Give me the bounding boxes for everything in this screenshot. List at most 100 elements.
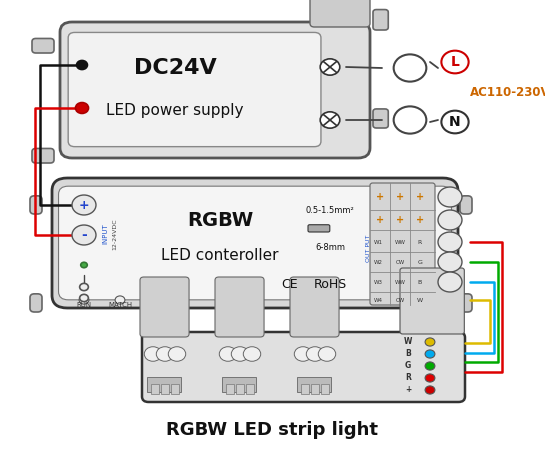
Text: R: R <box>405 374 411 383</box>
Text: +: + <box>396 192 404 202</box>
Circle shape <box>294 347 312 361</box>
Bar <box>321 384 329 394</box>
Bar <box>236 384 244 394</box>
Text: G: G <box>405 361 411 370</box>
FancyBboxPatch shape <box>32 39 54 53</box>
FancyBboxPatch shape <box>290 277 339 337</box>
Bar <box>311 384 319 394</box>
Circle shape <box>79 296 89 304</box>
Text: RGBW: RGBW <box>187 211 253 230</box>
Circle shape <box>425 374 435 382</box>
Circle shape <box>320 112 340 128</box>
Circle shape <box>243 347 261 361</box>
Text: DC24V: DC24V <box>134 58 216 78</box>
Text: W3: W3 <box>373 280 383 285</box>
FancyBboxPatch shape <box>32 148 54 163</box>
Bar <box>226 384 234 394</box>
Bar <box>161 384 168 394</box>
FancyBboxPatch shape <box>52 178 458 308</box>
Circle shape <box>115 296 125 304</box>
Text: B: B <box>405 350 411 359</box>
Text: W: W <box>404 337 412 346</box>
Bar <box>147 376 181 392</box>
Circle shape <box>438 232 462 252</box>
Circle shape <box>393 106 426 133</box>
Text: R: R <box>418 240 422 245</box>
Circle shape <box>156 347 174 361</box>
Circle shape <box>438 252 462 272</box>
Circle shape <box>80 294 88 301</box>
Text: +: + <box>376 215 384 225</box>
Circle shape <box>231 347 249 361</box>
Circle shape <box>438 210 462 230</box>
FancyBboxPatch shape <box>142 332 465 402</box>
Text: RUN: RUN <box>76 302 92 308</box>
Text: LED power supply: LED power supply <box>106 103 244 118</box>
Text: 6-8mm: 6-8mm <box>315 243 345 252</box>
FancyBboxPatch shape <box>68 32 321 147</box>
Bar <box>301 384 308 394</box>
Text: LED conteroller: LED conteroller <box>161 247 278 262</box>
Circle shape <box>72 195 96 215</box>
Circle shape <box>75 103 88 114</box>
Circle shape <box>425 350 435 358</box>
Circle shape <box>81 262 87 268</box>
Circle shape <box>425 362 435 370</box>
Bar <box>222 376 256 392</box>
Bar <box>151 384 159 394</box>
FancyBboxPatch shape <box>308 225 330 232</box>
Text: CW: CW <box>395 297 404 302</box>
Text: OUT PUT: OUT PUT <box>366 234 371 262</box>
FancyBboxPatch shape <box>30 196 42 214</box>
Text: -: - <box>81 228 87 242</box>
Text: +: + <box>376 192 384 202</box>
FancyBboxPatch shape <box>460 196 472 214</box>
Text: W1: W1 <box>373 240 383 245</box>
Circle shape <box>441 111 469 133</box>
Text: 0.5-1.5mm²: 0.5-1.5mm² <box>306 206 354 214</box>
Circle shape <box>306 347 324 361</box>
FancyBboxPatch shape <box>460 294 472 312</box>
Circle shape <box>80 283 88 291</box>
Text: RoHS: RoHS <box>313 278 347 291</box>
Circle shape <box>318 347 336 361</box>
Text: CE: CE <box>282 278 298 291</box>
FancyBboxPatch shape <box>58 186 451 300</box>
FancyBboxPatch shape <box>215 277 264 337</box>
Text: WW: WW <box>395 240 405 245</box>
Circle shape <box>438 272 462 292</box>
Bar <box>297 376 331 392</box>
Text: 12-24VDC: 12-24VDC <box>112 218 118 250</box>
Text: +: + <box>396 215 404 225</box>
FancyBboxPatch shape <box>60 22 370 158</box>
Circle shape <box>72 225 96 245</box>
Text: CW: CW <box>395 260 404 265</box>
FancyBboxPatch shape <box>140 277 189 337</box>
Circle shape <box>425 338 435 346</box>
Text: WW: WW <box>395 280 405 285</box>
Text: B: B <box>418 280 422 285</box>
Bar <box>171 384 179 394</box>
Text: MATCH: MATCH <box>108 302 132 308</box>
Circle shape <box>441 51 469 74</box>
Text: W4: W4 <box>373 297 383 302</box>
Text: RGBW LED strip light: RGBW LED strip light <box>166 421 378 439</box>
FancyBboxPatch shape <box>400 268 464 334</box>
Text: AC110-230V: AC110-230V <box>470 85 545 99</box>
Text: N: N <box>449 115 461 129</box>
Circle shape <box>393 54 426 82</box>
Circle shape <box>168 347 186 361</box>
FancyBboxPatch shape <box>373 10 388 30</box>
FancyBboxPatch shape <box>310 0 370 27</box>
Text: +: + <box>78 198 89 212</box>
Circle shape <box>76 60 87 69</box>
Bar <box>246 384 253 394</box>
Text: L: L <box>451 55 459 69</box>
Text: G: G <box>417 260 422 265</box>
Text: +: + <box>416 192 424 202</box>
Circle shape <box>425 386 435 394</box>
Circle shape <box>438 187 462 207</box>
Circle shape <box>219 347 237 361</box>
Circle shape <box>320 59 340 75</box>
Text: +: + <box>416 215 424 225</box>
